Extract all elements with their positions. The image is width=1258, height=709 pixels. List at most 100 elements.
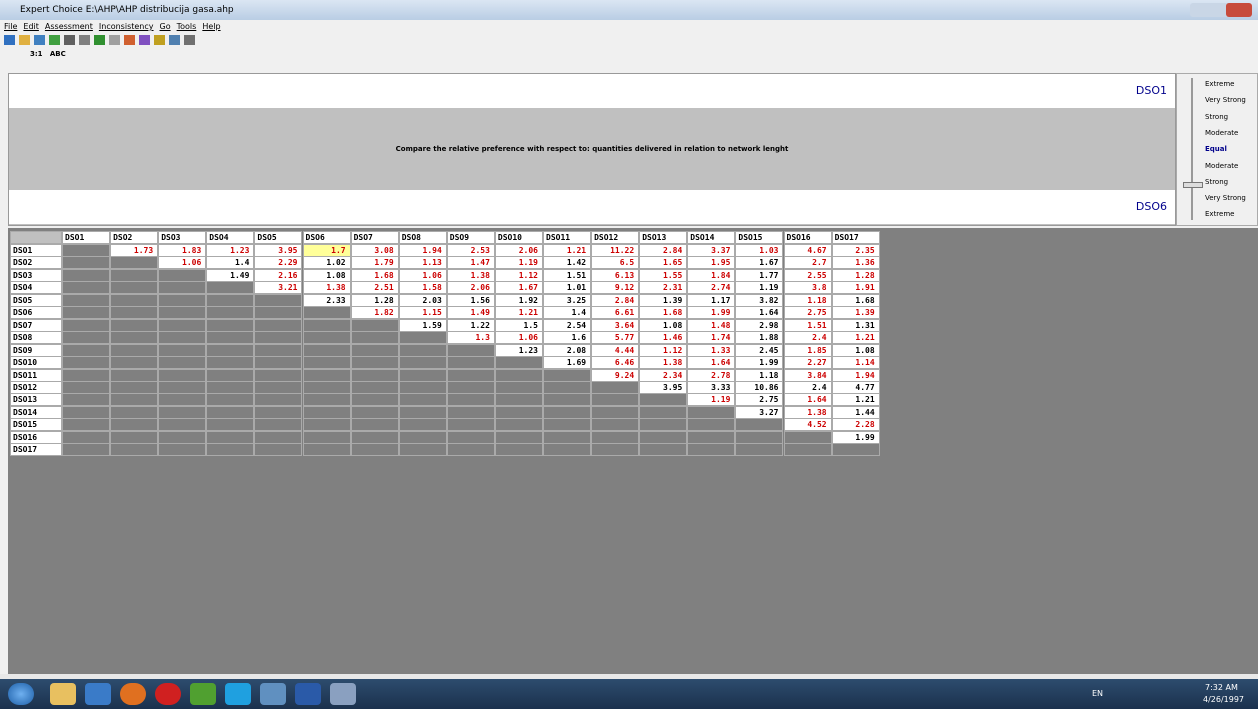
row-header[interactable]: DSO10 bbox=[10, 356, 62, 370]
matrix-cell[interactable]: 1.85 bbox=[783, 343, 832, 357]
menu-item[interactable]: Edit bbox=[23, 22, 39, 31]
app-icon[interactable] bbox=[190, 683, 216, 705]
matrix-cell[interactable]: 1.51 bbox=[783, 318, 832, 332]
matrix-cell[interactable]: 1.92 bbox=[494, 293, 543, 307]
matrix-cell[interactable]: 2.08 bbox=[543, 343, 592, 357]
matrix-cell[interactable]: 1.06 bbox=[398, 268, 447, 282]
matrix-cell[interactable]: 1.21 bbox=[494, 306, 543, 320]
menu-item[interactable]: Assessment bbox=[44, 22, 93, 31]
matrix-cell[interactable]: 1.17 bbox=[687, 293, 736, 307]
column-header[interactable]: DSO3 bbox=[158, 231, 207, 244]
matrix-cell[interactable]: 1.68 bbox=[350, 268, 399, 282]
matrix-cell[interactable]: 1.02 bbox=[302, 256, 351, 270]
matrix-cell[interactable]: 2.03 bbox=[398, 293, 447, 307]
row-header[interactable]: DSO7 bbox=[10, 318, 62, 332]
matrix-cell[interactable]: 1.03 bbox=[735, 244, 784, 257]
matrix-cell[interactable]: 1.47 bbox=[446, 256, 495, 270]
row-header[interactable]: DSO5 bbox=[10, 293, 62, 307]
column-header[interactable]: DSO7 bbox=[350, 231, 399, 244]
matrix-cell[interactable]: 1.49 bbox=[446, 306, 495, 320]
matrix-cell[interactable]: 1.77 bbox=[735, 268, 784, 282]
matrix-cell[interactable]: 6.13 bbox=[591, 268, 640, 282]
matrix-cell[interactable]: 1.51 bbox=[543, 268, 592, 282]
matrix-cell[interactable]: 1.23 bbox=[206, 244, 255, 257]
matrix-cell[interactable]: 1.21 bbox=[543, 244, 592, 257]
window-controls[interactable] bbox=[1190, 3, 1252, 17]
menu-item[interactable]: File bbox=[4, 22, 18, 31]
matrix-cell[interactable]: 1.19 bbox=[687, 393, 736, 407]
clock-time[interactable]: 7:32 AM bbox=[1205, 683, 1238, 692]
matrix-cell[interactable]: 1.49 bbox=[206, 268, 255, 282]
matrix-cell[interactable]: 1.19 bbox=[494, 256, 543, 270]
app-icon[interactable] bbox=[295, 683, 321, 705]
row-header[interactable]: DSO2 bbox=[10, 256, 62, 270]
matrix-cell[interactable]: 1.67 bbox=[735, 256, 784, 270]
matrix-cell[interactable]: 2.33 bbox=[302, 293, 351, 307]
matrix-cell[interactable]: 10.86 bbox=[735, 380, 784, 394]
matrix-cell[interactable]: 1.08 bbox=[831, 343, 880, 357]
matrix-cell[interactable]: 2.29 bbox=[254, 256, 303, 270]
column-header[interactable]: DSO17 bbox=[831, 231, 880, 244]
matrix-cell[interactable]: 1.99 bbox=[687, 306, 736, 320]
matrix-cell[interactable]: 1.6 bbox=[543, 331, 592, 345]
matrix-cell[interactable]: 1.68 bbox=[831, 293, 880, 307]
matrix-cell[interactable]: 6.46 bbox=[591, 356, 640, 370]
matrix-cell[interactable]: 1.12 bbox=[494, 268, 543, 282]
matrix-cell[interactable]: 11.22 bbox=[591, 244, 640, 257]
column-header[interactable]: DSO13 bbox=[639, 231, 688, 244]
matrix-cell[interactable]: 9.12 bbox=[591, 281, 640, 295]
matrix-cell[interactable]: 3.27 bbox=[735, 405, 784, 419]
matrix-cell[interactable]: 1.68 bbox=[639, 306, 688, 320]
matrix-cell[interactable]: 3.25 bbox=[543, 293, 592, 307]
menu-item[interactable]: Help bbox=[202, 22, 221, 31]
column-header[interactable]: DSO5 bbox=[254, 231, 303, 244]
matrix-cell[interactable]: 1.38 bbox=[302, 281, 351, 295]
matrix-cell[interactable]: 2.98 bbox=[735, 318, 784, 332]
matrix-cell[interactable]: 1.22 bbox=[446, 318, 495, 332]
tool-button[interactable] bbox=[34, 35, 45, 45]
app-icon[interactable] bbox=[85, 683, 111, 705]
column-header[interactable]: DSO14 bbox=[687, 231, 736, 244]
app-icon[interactable] bbox=[50, 683, 76, 705]
matrix-cell[interactable]: 3.08 bbox=[350, 244, 399, 257]
matrix-cell[interactable]: 1.58 bbox=[398, 281, 447, 295]
matrix-cell[interactable]: 2.4 bbox=[783, 380, 832, 394]
matrix-cell[interactable]: 1.12 bbox=[639, 343, 688, 357]
matrix-cell[interactable]: 2.75 bbox=[735, 393, 784, 407]
matrix-cell[interactable]: 1.08 bbox=[302, 268, 351, 282]
matrix-cell[interactable]: 1.38 bbox=[639, 356, 688, 370]
matrix-cell[interactable]: 1.69 bbox=[543, 356, 592, 370]
matrix-cell[interactable]: 1.39 bbox=[831, 306, 880, 320]
matrix-cell[interactable]: 1.38 bbox=[446, 268, 495, 282]
row-header[interactable]: DSO15 bbox=[10, 418, 62, 432]
row-header[interactable]: DSO8 bbox=[10, 331, 62, 345]
matrix-cell[interactable]: 1.84 bbox=[687, 268, 736, 282]
matrix-cell[interactable]: 1.19 bbox=[735, 281, 784, 295]
matrix-cell[interactable]: 1.5 bbox=[494, 318, 543, 332]
matrix-cell[interactable]: 1.83 bbox=[158, 244, 207, 257]
app-icon[interactable] bbox=[155, 683, 181, 705]
column-header[interactable]: DSO10 bbox=[494, 231, 543, 244]
matrix-cell[interactable]: 2.06 bbox=[494, 244, 543, 257]
column-header[interactable]: DSO11 bbox=[543, 231, 592, 244]
matrix-cell[interactable]: 1.67 bbox=[494, 281, 543, 295]
matrix-cell[interactable]: 2.51 bbox=[350, 281, 399, 295]
matrix-cell[interactable]: 1.18 bbox=[735, 368, 784, 382]
matrix-cell[interactable]: 1.21 bbox=[831, 331, 880, 345]
tool-button[interactable] bbox=[109, 35, 120, 45]
tool-button[interactable] bbox=[124, 35, 135, 45]
matrix-cell[interactable]: 1.65 bbox=[639, 256, 688, 270]
column-header[interactable]: DSO4 bbox=[206, 231, 255, 244]
matrix-cell[interactable]: 3.95 bbox=[639, 380, 688, 394]
matrix-cell[interactable]: 3.84 bbox=[783, 368, 832, 382]
matrix-cell[interactable]: 1.94 bbox=[831, 368, 880, 382]
row-header[interactable]: DSO13 bbox=[10, 393, 62, 407]
app-icon[interactable] bbox=[330, 683, 356, 705]
matrix-cell[interactable]: 1.88 bbox=[735, 331, 784, 345]
row-header[interactable]: DSO16 bbox=[10, 430, 62, 444]
matrix-cell[interactable]: 3.33 bbox=[687, 380, 736, 394]
column-header[interactable]: DSO1 bbox=[62, 231, 111, 244]
tool-button[interactable] bbox=[139, 35, 150, 45]
matrix-cell[interactable]: 1.4 bbox=[543, 306, 592, 320]
matrix-cell[interactable]: 2.31 bbox=[639, 281, 688, 295]
